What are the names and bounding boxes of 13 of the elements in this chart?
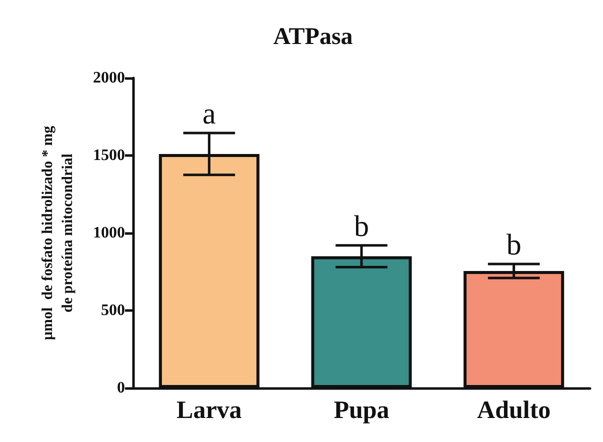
x-tick-label: Adulto	[477, 397, 551, 424]
y-tick-label: 0	[117, 380, 125, 396]
x-tick-label: Larva	[176, 397, 242, 424]
y-tick-label: 2000	[93, 70, 125, 86]
x-tick-label: Pupa	[334, 397, 390, 424]
y-axis-title: µmol de fosfato hidrolizado * mg de proteína mitocondrial	[40, 125, 76, 340]
y-tick-label: 500	[101, 302, 125, 319]
y-tick-label: 1000	[93, 224, 125, 242]
chart-title: ATPasa	[273, 24, 353, 50]
y-tick-label: 1500	[93, 147, 125, 164]
annotation: b	[354, 210, 369, 243]
annotation: a	[202, 98, 216, 131]
annotation: b	[506, 228, 522, 262]
